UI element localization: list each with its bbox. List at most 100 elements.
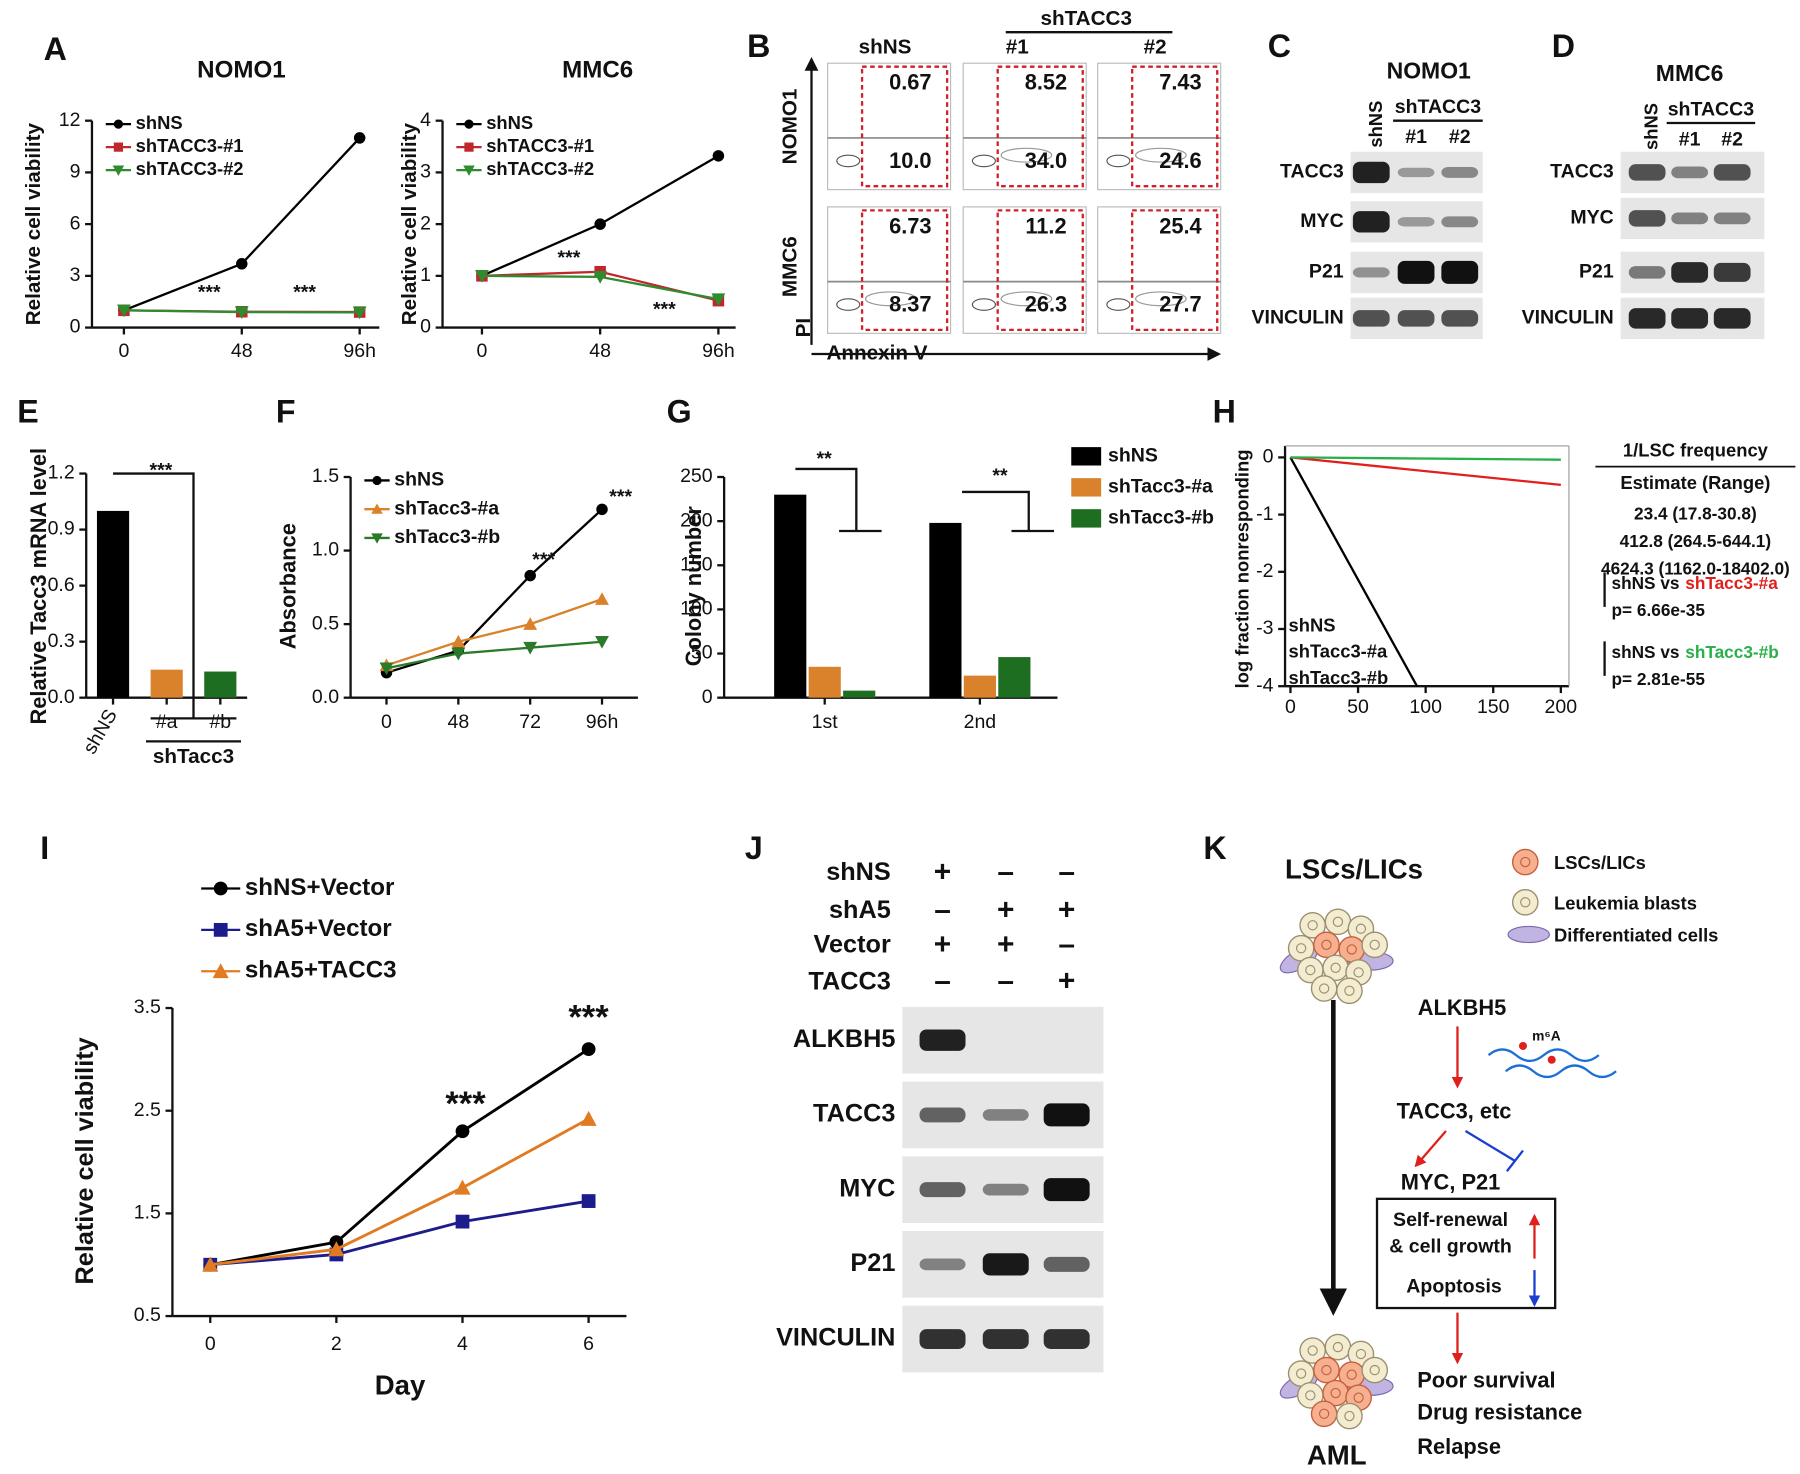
bar (808, 666, 841, 698)
p-value: p= 2.81e-55 (1611, 669, 1705, 689)
y-tick-label: 1 (420, 264, 431, 286)
nucleus (1295, 943, 1307, 954)
marker (580, 1110, 597, 1126)
y-tick-label: 0.3 (48, 630, 75, 652)
test-group: shTacc3-#a (1685, 572, 1778, 592)
panel-letter: J (745, 830, 763, 866)
estimate: 412.8 (264.5-644.1) (1620, 531, 1771, 551)
condition-sign: – (934, 893, 951, 926)
diff-cell (1507, 925, 1550, 944)
y-tick-label: 9 (70, 161, 81, 183)
series-line (1290, 456, 1561, 487)
marker (236, 258, 248, 270)
contour (836, 298, 861, 311)
condition-sign: + (1058, 965, 1075, 998)
group-label: shTACC3 (1668, 98, 1755, 120)
x-tick-label: 0 (1285, 696, 1296, 718)
marker (595, 592, 609, 605)
m6a-label: m⁶A (1532, 1028, 1561, 1043)
x-axis-label: Annexin V (826, 341, 927, 364)
legend-label: Leukemia blasts (1554, 892, 1697, 913)
marker (371, 533, 383, 544)
quadrant-value: 11.2 (1025, 213, 1066, 238)
bar (150, 669, 183, 698)
nucleus (1307, 920, 1318, 931)
condition-sign: + (934, 855, 951, 888)
panel-letter: E (17, 393, 38, 429)
condition-sign: – (997, 965, 1014, 998)
marker (712, 150, 725, 162)
plot-frame (1097, 62, 1222, 191)
marker (352, 306, 367, 320)
marker (451, 647, 466, 661)
band (1352, 310, 1390, 327)
gate (996, 209, 1084, 332)
marker (581, 1042, 596, 1056)
x-tick-label: 48 (589, 340, 611, 362)
quadrant-value: 10.0 (889, 148, 931, 173)
legend-label: shNS (394, 469, 444, 491)
y-tick-label: 4 (420, 109, 431, 131)
condition-sign: + (997, 893, 1014, 926)
quadrant-value: 26.3 (1025, 292, 1067, 317)
condition-sign: – (934, 965, 951, 998)
plot-frame (827, 62, 952, 191)
annotation: ** (992, 465, 1008, 487)
marker (213, 922, 228, 937)
band (919, 1029, 966, 1051)
y-tick-label: -3 (1256, 617, 1273, 639)
band (919, 1258, 966, 1271)
marker (328, 1241, 345, 1257)
lane-label: shNS (1641, 103, 1662, 150)
x-tick-label: 48 (447, 711, 469, 733)
bar (774, 494, 807, 698)
band (1628, 308, 1666, 329)
y-tick-label: 1.2 (48, 462, 75, 484)
legend-label: shTacc3-#b (394, 526, 500, 548)
band (1713, 262, 1751, 282)
outcome: Poor survival (1417, 1367, 1555, 1392)
y-axis-label: Relative cell viability (22, 123, 45, 326)
nucleus (1295, 1368, 1307, 1379)
marker (523, 641, 538, 655)
marker (112, 165, 125, 176)
y-tick-label: 1.5 (312, 465, 339, 487)
band (1713, 308, 1751, 329)
annotation: *** (445, 1085, 486, 1123)
band (1397, 217, 1435, 227)
quadrant-value: 7.43 (1159, 70, 1201, 95)
table-header: Estimate (Range) (1620, 472, 1770, 493)
nucleus (1332, 916, 1344, 927)
bar (929, 522, 962, 698)
nucleus (1321, 939, 1332, 950)
annotation: *** (558, 247, 581, 269)
legend-label: shTacc3-#b (1288, 667, 1388, 688)
outcome: Drug resistance (1417, 1400, 1582, 1425)
blot-title: MMC6 (1656, 60, 1724, 86)
cell (1511, 888, 1539, 916)
marker (711, 293, 726, 307)
bar (963, 675, 996, 698)
series-line (1289, 456, 1419, 687)
series-line (1290, 456, 1561, 461)
quadrant-value: 6.73 (889, 213, 931, 238)
outcome-box (1375, 1197, 1557, 1310)
condition-label: TACC3 (808, 967, 890, 995)
protein-label: VINCULIN (776, 1324, 895, 1352)
band (1628, 210, 1666, 227)
model-title: AML (1307, 1440, 1367, 1471)
y-tick-label: -2 (1256, 560, 1273, 582)
gate (1131, 209, 1219, 332)
nucleus (1330, 1387, 1341, 1399)
inhibit-bar (1505, 1149, 1524, 1172)
x-axis-label: Day (375, 1370, 426, 1401)
y-axis-label: Absorbance (275, 523, 300, 649)
y-tick-label: 200 (680, 509, 713, 531)
annotation: *** (293, 281, 316, 303)
nucleus (1520, 897, 1531, 908)
bar (204, 671, 237, 698)
nucleus (1520, 856, 1531, 868)
m6a-dot (1518, 1041, 1528, 1050)
annotation: *** (568, 999, 609, 1037)
